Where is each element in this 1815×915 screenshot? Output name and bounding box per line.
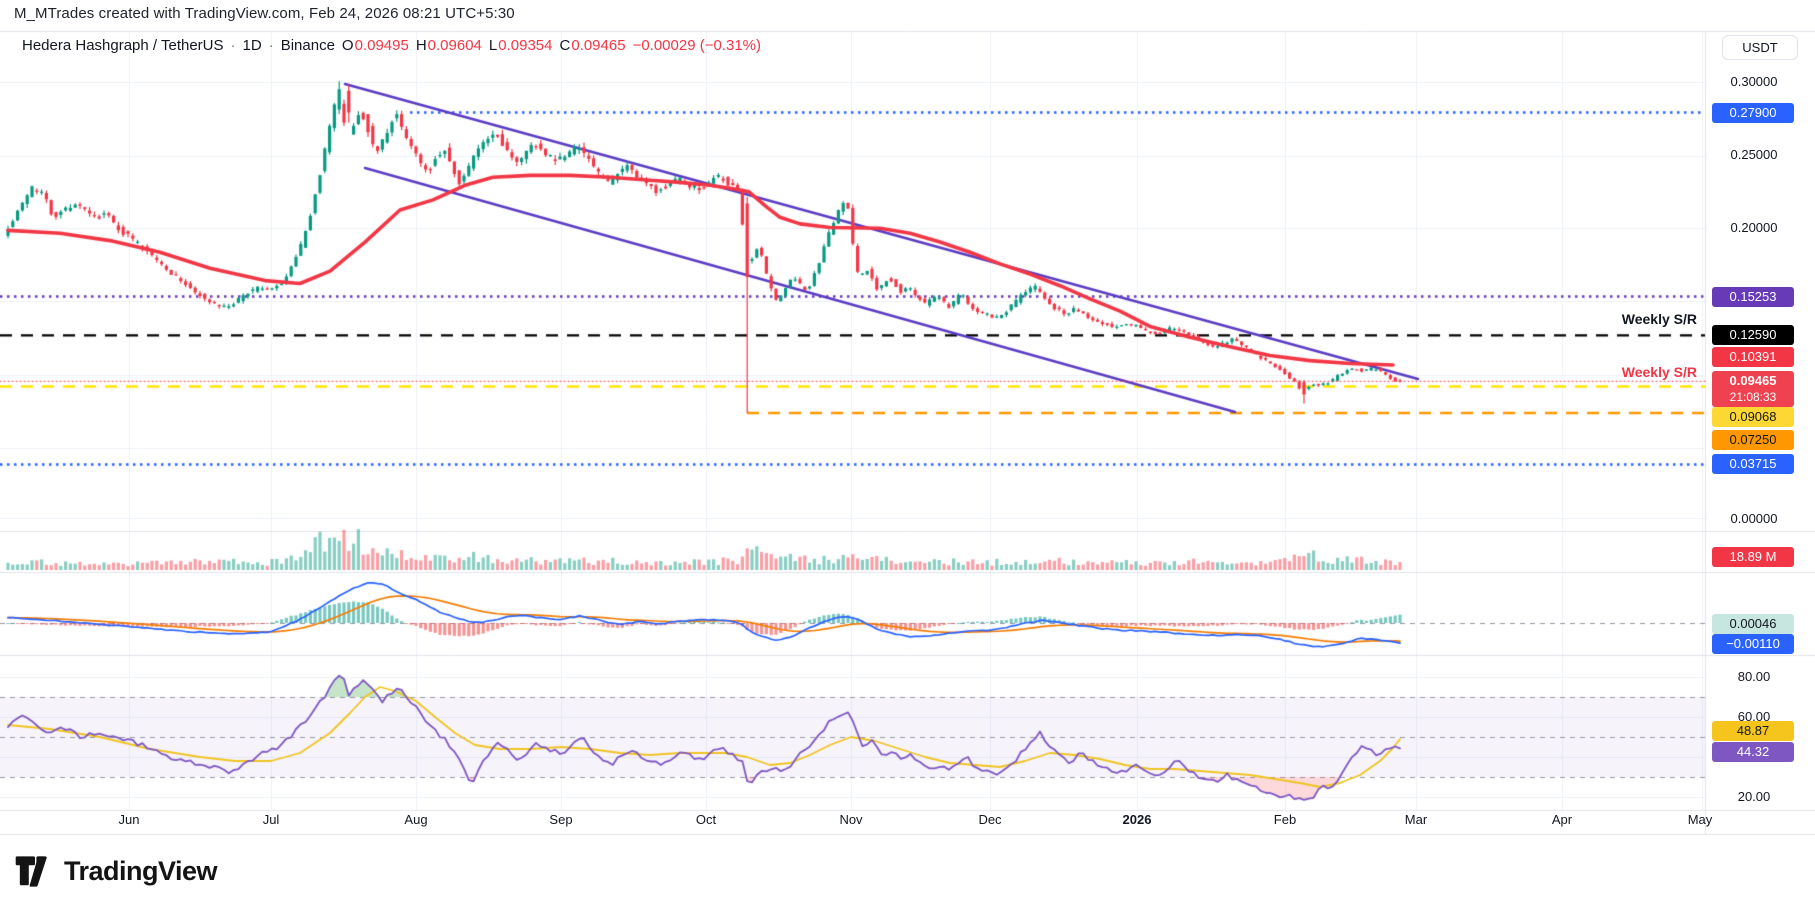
interval-label[interactable]: 1D [242,37,262,54]
rsi-tick-label: 20.00 [1737,789,1771,804]
time-label-Apr: Apr [1551,812,1573,827]
time-label-Feb: Feb [1273,812,1297,827]
price-badge-sr-12590: 0.12590 [1712,325,1794,346]
price-axis[interactable]: 0.30000 0.25000 0.20000 0.00000 0.27900 0.152… [1705,31,1815,834]
header-separator: · [230,37,236,54]
ohlc-open: O 0.09495 [341,37,409,54]
rsi-ma-badge: 48.87 [1712,721,1794,741]
time-label-Jul: Jul [262,812,280,827]
watermark-text: M_MTrades created with TradingView.com, … [14,5,515,22]
countdown-timer: 21:08:33 [1729,390,1777,404]
price-badge-level-07250: 0.07250 [1712,430,1794,450]
price-badge-sr-10391: 0.10391 [1712,347,1794,367]
symbol-header: Hedera Hashgraph / TetherUS · 1D · Binan… [22,37,761,54]
exchange-label[interactable]: Binance [280,37,335,54]
time-label-May: May [1687,812,1713,827]
time-label-Dec: Dec [978,812,1002,827]
price-badge-alert-0279: 0.27900 [1712,102,1794,123]
time-label-Aug: Aug [404,812,428,827]
tradingview-logo-text: TradingView [64,856,218,886]
price-tick-label: 0.25000 [1730,146,1778,162]
ohlc-low: L 0.09354 [488,37,553,54]
symbol-name[interactable]: Hedera Hashgraph / TetherUS [22,37,224,54]
tradingview-logo[interactable]: TradingView [15,856,218,887]
price-badge-sr-15253: 0.15253 [1712,286,1794,307]
rsi-value-badge: 44.32 [1712,742,1794,762]
header-separator: · [268,37,274,54]
price-tick-label: 0.30000 [1730,74,1778,89]
time-axis[interactable]: Jun Jul Aug Sep Oct Nov Dec 2026 Feb Mar Apr May [0,812,1815,861]
time-label-Sep: Sep [549,812,573,827]
ohlc-close: C 0.09465 [559,37,626,54]
price-tick-label: 0.00000 [1730,510,1778,526]
ohlc-high: H 0.09604 [415,37,482,54]
time-label-Oct: Oct [695,812,717,827]
price-badge-level-09068: 0.09068 [1712,407,1794,427]
time-label-Nov: Nov [839,812,863,827]
currency-toggle-button[interactable]: USDT [1722,35,1798,60]
volume-badge: 18.89 M [1712,547,1794,567]
weekly-sr-label-red[interactable]: Weekly S/R [1621,364,1697,380]
time-label-2026: 2026 [1122,812,1152,827]
price-badge-alert-03715: 0.03715 [1712,454,1794,475]
rsi-tick-label: 80.00 [1737,669,1771,684]
change-value: −0.00029 (−0.31%) [632,37,761,54]
rsi-tick-label: 60.00 [1737,709,1771,724]
macd-line-badge: −0.00110 [1712,634,1794,654]
price-tick-label: 0.20000 [1730,219,1778,235]
price-badge-last-price: 0.09465 21:08:33 [1712,371,1794,407]
weekly-sr-label-black[interactable]: Weekly S/R [1621,311,1697,327]
macd-hist-badge: 0.00046 [1712,614,1794,634]
time-label-Mar: Mar [1404,812,1428,827]
time-label-Jun: Jun [118,812,140,827]
tradingview-logo-icon [15,856,47,887]
